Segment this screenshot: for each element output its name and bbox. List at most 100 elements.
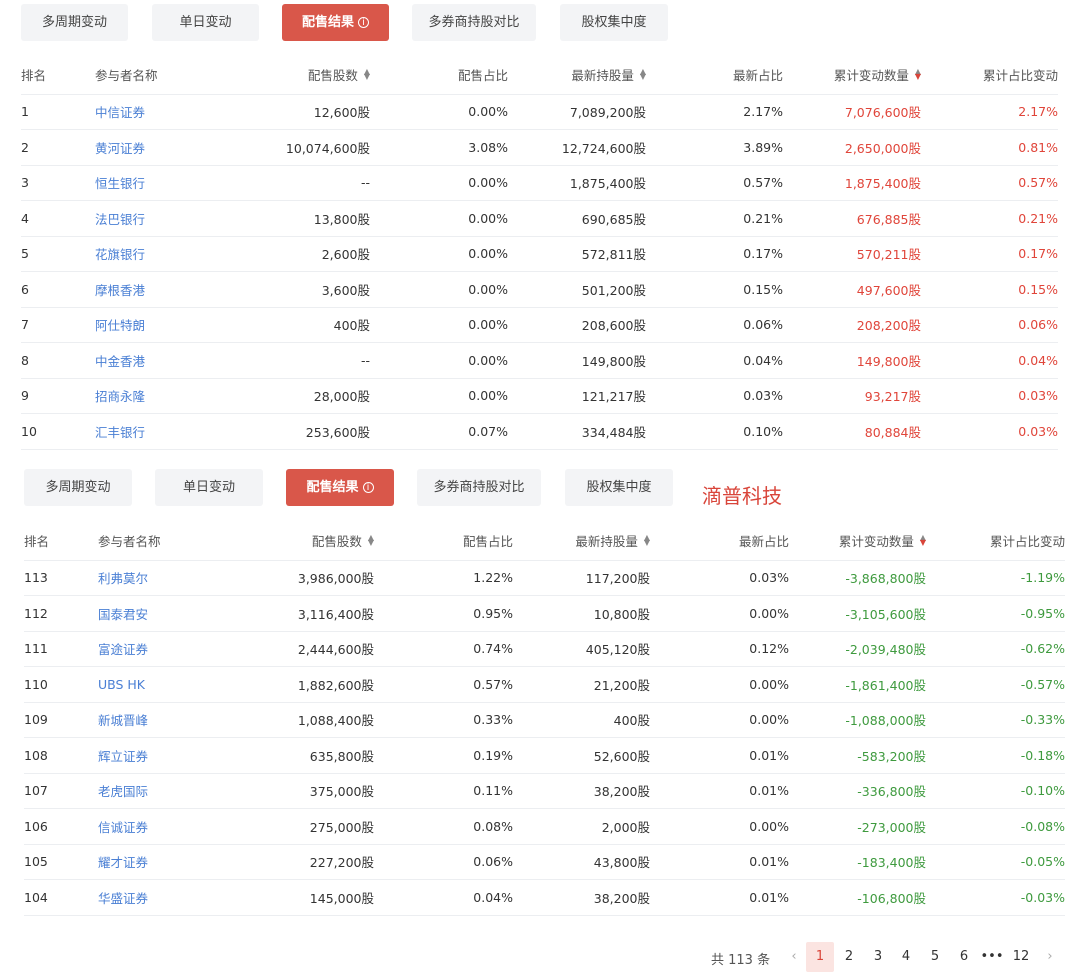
cell-col-rank: 10 bbox=[21, 413, 95, 450]
cell-col-participant[interactable]: 汇丰银行 bbox=[95, 413, 215, 450]
tab-multi-period[interactable]: 多周期变动 bbox=[21, 4, 128, 41]
cell-col-alloc-pct: 0.00% bbox=[370, 164, 508, 201]
sort-icon[interactable]: ▲ ▼ bbox=[639, 67, 646, 82]
cell-col-alloc-shares: 13,800股 bbox=[215, 200, 370, 236]
table-row: 111 富途证券 2,444,600股 0.74% 405,120股 0.12% -2,03… bbox=[24, 630, 1065, 667]
cell-col-rank: 108 bbox=[24, 737, 98, 773]
sort-icon[interactable]: ▲ ▼ bbox=[643, 533, 650, 548]
page-6[interactable]: 6 bbox=[959, 949, 969, 964]
cell-col-participant[interactable]: 摩根香港 bbox=[95, 271, 215, 307]
cell-col-holding-pct: 3.89% bbox=[646, 129, 783, 165]
page-1[interactable]: 1 bbox=[806, 942, 834, 972]
cell-col-alloc-pct: 0.04% bbox=[374, 879, 513, 916]
tab-single-day[interactable]: 单日变动 bbox=[155, 469, 263, 506]
cell-col-participant[interactable]: 招商永隆 bbox=[95, 377, 215, 414]
cell-col-cum-change: 2,650,000股 bbox=[783, 129, 921, 165]
tab-concentration[interactable]: 股权集中度 bbox=[565, 469, 673, 506]
header-label: 累计变动数量 bbox=[833, 68, 909, 84]
header-col-cum-change[interactable]: 累计变动数量 ▲ ▼ bbox=[783, 56, 921, 94]
cell-col-alloc-shares: 635,800股 bbox=[218, 737, 374, 773]
cell-col-cum-change: 676,885股 bbox=[783, 200, 921, 236]
tab-allocation-result[interactable]: 配售结果 i bbox=[286, 469, 394, 506]
sort-icon[interactable]: ▲ ▼ bbox=[367, 533, 374, 548]
header-col-holding[interactable]: 最新持股量 ▲ ▼ bbox=[508, 56, 646, 94]
cell-col-alloc-pct: 1.22% bbox=[374, 559, 513, 596]
sort-icon[interactable]: ▲ ▼ bbox=[919, 533, 926, 548]
cell-col-participant[interactable]: 阿仕特朗 bbox=[95, 306, 215, 343]
page-3[interactable]: 3 bbox=[873, 949, 883, 964]
table-row: 6 摩根香港 3,600股 0.00% 501,200股 0.15% 497,600股 0.1… bbox=[21, 271, 1058, 307]
cell-col-participant[interactable]: 国泰君安 bbox=[98, 595, 218, 631]
chevron-left-icon[interactable]: ‹ bbox=[791, 949, 797, 964]
table-header: 排名 参与者名称 配售股数 ▲ ▼ 配售占比 最新持股量 ▲ ▼ 最新占比 累计变动数量 ▲ ▼ 累计占比… bbox=[21, 56, 1058, 94]
cell-col-alloc-pct: 0.57% bbox=[374, 666, 513, 702]
tab-broker-compare[interactable]: 多券商持股对比 bbox=[412, 4, 536, 41]
cell-col-alloc-shares: 3,986,000股 bbox=[218, 559, 374, 596]
cell-col-alloc-shares: 375,000股 bbox=[218, 772, 374, 809]
table-header: 排名 参与者名称 配售股数 ▲ ▼ 配售占比 最新持股量 ▲ ▼ 最新占比 累计变动数量 ▲ ▼ 累计占比… bbox=[24, 522, 1065, 560]
page-ellipsis[interactable]: ••• bbox=[980, 949, 1004, 964]
page-2[interactable]: 2 bbox=[844, 949, 854, 964]
cell-col-cum-change: -183,400股 bbox=[789, 843, 926, 880]
cell-col-cum-change-pct: -0.05% bbox=[926, 843, 1065, 880]
cell-col-holding: 38,200股 bbox=[513, 879, 650, 916]
cell-col-cum-change: 149,800股 bbox=[783, 342, 921, 378]
cell-col-participant[interactable]: 利弗莫尔 bbox=[98, 559, 218, 596]
header-col-rank: 排名 bbox=[24, 522, 98, 560]
table-row: 104 华盛证券 145,000股 0.04% 38,200股 0.01% -106,800… bbox=[24, 879, 1065, 916]
cell-col-participant[interactable]: 耀才证券 bbox=[98, 843, 218, 880]
tab-broker-compare[interactable]: 多券商持股对比 bbox=[417, 469, 541, 506]
cell-col-participant[interactable]: 老虎国际 bbox=[98, 772, 218, 809]
header-label: 最新占比 bbox=[732, 68, 783, 84]
header-col-alloc-shares[interactable]: 配售股数 ▲ ▼ bbox=[215, 56, 370, 94]
cell-col-rank: 9 bbox=[21, 377, 95, 414]
page-12[interactable]: 12 bbox=[1012, 949, 1030, 964]
header-col-alloc-shares[interactable]: 配售股数 ▲ ▼ bbox=[218, 522, 374, 560]
cell-col-cum-change-pct: 0.81% bbox=[921, 129, 1058, 165]
info-icon[interactable]: i bbox=[358, 17, 369, 28]
cell-col-participant[interactable]: 法巴银行 bbox=[95, 200, 215, 236]
allocation-table: 排名 参与者名称 配售股数 ▲ ▼ 配售占比 最新持股量 ▲ ▼ 最新占比 累计变动数量 ▲ ▼ 累计占比… bbox=[21, 56, 1058, 450]
chevron-right-icon[interactable]: › bbox=[1047, 949, 1053, 964]
cell-col-participant[interactable]: 中信证券 bbox=[95, 93, 215, 130]
cell-col-alloc-shares: 28,000股 bbox=[215, 377, 370, 414]
cell-col-participant[interactable]: 富途证券 bbox=[98, 630, 218, 667]
cell-col-participant[interactable]: 华盛证券 bbox=[98, 879, 218, 916]
tab-multi-period[interactable]: 多周期变动 bbox=[24, 469, 132, 506]
cell-col-rank: 1 bbox=[21, 93, 95, 130]
page-4[interactable]: 4 bbox=[901, 949, 911, 964]
cell-col-holding: 208,600股 bbox=[508, 306, 646, 343]
sort-icon[interactable]: ▲ ▼ bbox=[914, 67, 921, 82]
header-col-cum-change[interactable]: 累计变动数量 ▲ ▼ bbox=[789, 522, 926, 560]
tab-allocation-result[interactable]: 配售结果 i bbox=[282, 4, 389, 41]
cell-col-holding-pct: 0.17% bbox=[646, 235, 783, 272]
header-col-holding[interactable]: 最新持股量 ▲ ▼ bbox=[513, 522, 650, 560]
cell-col-holding-pct: 0.01% bbox=[650, 772, 789, 809]
cell-col-rank: 105 bbox=[24, 843, 98, 880]
cell-col-cum-change: 570,211股 bbox=[783, 235, 921, 272]
cell-col-cum-change: -2,039,480股 bbox=[789, 630, 926, 667]
table-row: 10 汇丰银行 253,600股 0.07% 334,484股 0.10% 80,884股 0… bbox=[21, 413, 1058, 450]
page-5[interactable]: 5 bbox=[930, 949, 940, 964]
tab-concentration[interactable]: 股权集中度 bbox=[560, 4, 668, 41]
info-icon[interactable]: i bbox=[362, 482, 374, 493]
cell-col-alloc-pct: 0.00% bbox=[370, 271, 508, 307]
cell-col-participant[interactable]: 新城晋峰 bbox=[98, 701, 218, 738]
cell-col-participant[interactable]: UBS HK bbox=[98, 666, 218, 702]
header-col-participant: 参与者名称 bbox=[95, 56, 215, 94]
cell-col-cum-change: 7,076,600股 bbox=[783, 93, 921, 130]
cell-col-participant[interactable]: 信诚证券 bbox=[98, 808, 218, 844]
cell-col-participant[interactable]: 恒生银行 bbox=[95, 164, 215, 201]
cell-col-participant[interactable]: 辉立证券 bbox=[98, 737, 218, 773]
sort-icon[interactable]: ▲ ▼ bbox=[363, 67, 370, 82]
cell-col-alloc-shares: 275,000股 bbox=[218, 808, 374, 844]
cell-col-cum-change-pct: -0.18% bbox=[926, 737, 1065, 773]
cell-col-participant[interactable]: 中金香港 bbox=[95, 342, 215, 378]
cell-col-participant[interactable]: 黄河证券 bbox=[95, 129, 215, 165]
cell-col-rank: 3 bbox=[21, 164, 95, 201]
tab-single-day[interactable]: 单日变动 bbox=[152, 4, 259, 41]
table-row: 4 法巴银行 13,800股 0.00% 690,685股 0.21% 676,885股 0.… bbox=[21, 200, 1058, 236]
cell-col-cum-change: 80,884股 bbox=[783, 413, 921, 450]
cell-col-holding: 43,800股 bbox=[513, 843, 650, 880]
cell-col-participant[interactable]: 花旗银行 bbox=[95, 235, 215, 272]
